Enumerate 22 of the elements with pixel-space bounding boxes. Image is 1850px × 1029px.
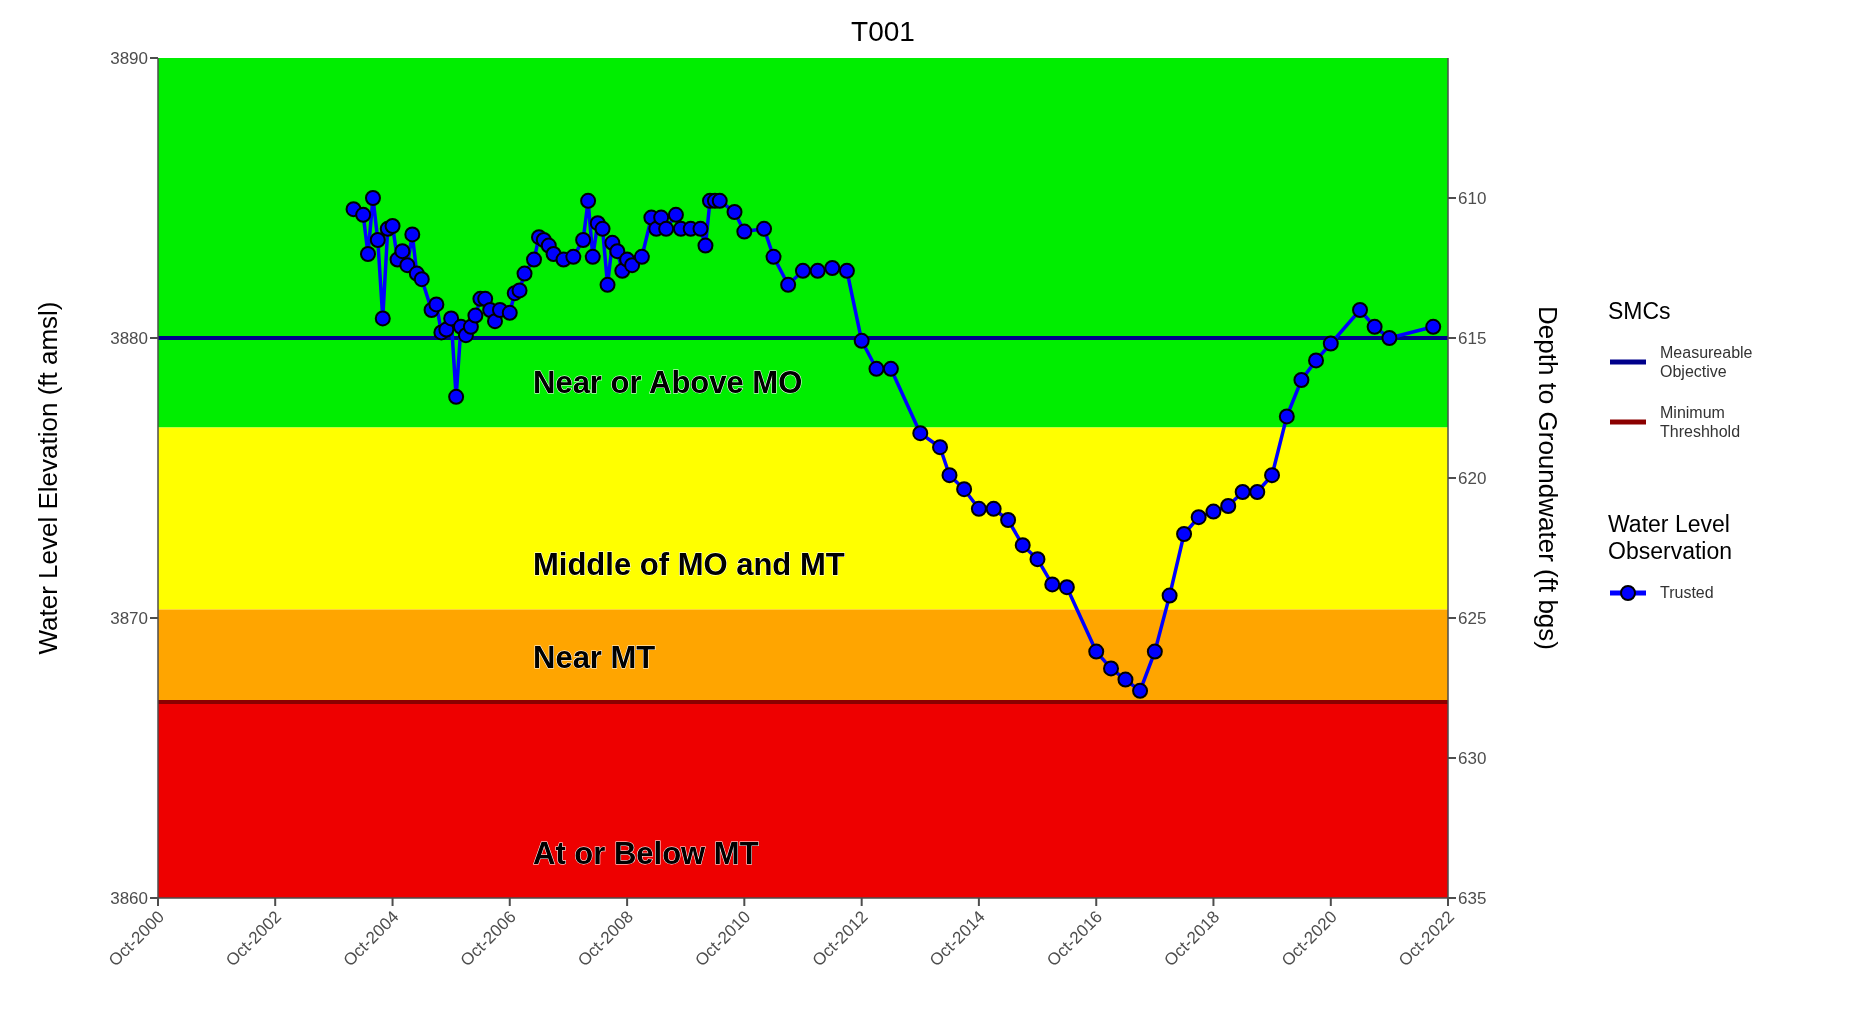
legend-label: Measureable Objective	[1660, 343, 1754, 381]
y-tick-label: 3860	[110, 889, 148, 909]
band-label: At or Below MT	[533, 835, 759, 871]
y2-tick-label: 615	[1458, 329, 1487, 349]
y2-tick-label: 635	[1458, 889, 1487, 909]
text: Water Level Observation	[1608, 511, 1733, 565]
band-label: Near or Above MO	[533, 365, 803, 401]
legend-label: Trusted	[1660, 584, 1714, 602]
band-label: Middle of MO and MT	[533, 547, 845, 583]
y-axis-title: Water Level Elevation (ft amsl)	[33, 301, 64, 655]
y2-tick-label: 625	[1458, 609, 1487, 629]
legend-label: Minimum Threshhold	[1660, 403, 1742, 441]
y2-axis-title: Depth to Groundwater (ft bgs)	[1532, 306, 1563, 650]
legend-title: SMCs	[1608, 298, 1672, 325]
y2-tick-label: 620	[1458, 469, 1487, 489]
y-tick-label: 3880	[110, 329, 148, 349]
y2-tick-label: 630	[1458, 749, 1487, 769]
y2-tick-label: 610	[1458, 189, 1487, 209]
band-label: Near MT	[533, 639, 656, 675]
chart-title: T001	[850, 16, 916, 48]
y-tick-label: 3890	[110, 49, 148, 69]
y-tick-label: 3870	[110, 609, 148, 629]
